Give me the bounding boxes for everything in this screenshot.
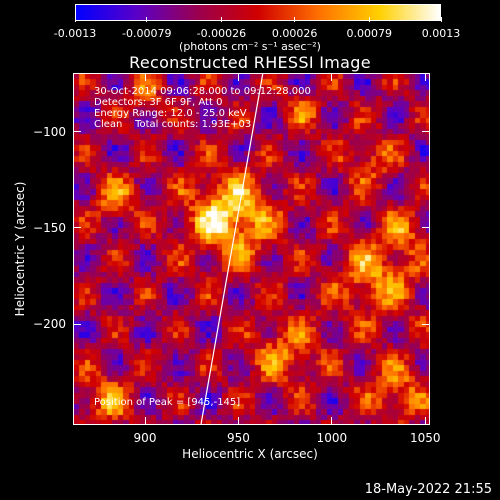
- x-axis-label: Heliocentric X (arcsec): [182, 447, 318, 461]
- colorbar-tick-mark: [368, 17, 370, 22]
- colorbar-tick-mark: [220, 17, 222, 22]
- y-tick-mark: [74, 131, 81, 133]
- y-tick-label: −150: [33, 220, 66, 235]
- y-tick-mark: [74, 323, 81, 325]
- colorbar: [75, 4, 441, 21]
- x-tick-mark: [331, 74, 333, 81]
- x-tick-label: 1000: [316, 431, 348, 445]
- x-tick-mark: [424, 74, 426, 81]
- colorbar-tick-mark: [74, 17, 76, 22]
- x-tick-mark: [237, 74, 239, 81]
- colorbar-tick-label: -0.00026: [196, 27, 247, 40]
- info-line: Clean Total counts: 1.93E+03: [94, 119, 252, 130]
- colorbar-unit-label: (photons cm⁻² s⁻¹ asec⁻²): [179, 40, 321, 53]
- y-tick-label: −100: [33, 124, 66, 139]
- x-tick-mark: [144, 417, 146, 424]
- plot-overlay: [200, 74, 264, 424]
- colorbar-tick-label: 0.0013: [421, 27, 461, 40]
- colorbar-tick-mark: [146, 17, 148, 22]
- y-axis-label: Heliocentric Y (arcsec): [13, 181, 27, 317]
- colorbar-tick-mark: [294, 17, 296, 22]
- plot-area: [73, 73, 430, 425]
- colorbar-tick-label: -0.00079: [122, 27, 172, 40]
- y-tick-mark: [74, 227, 81, 229]
- x-tick-label: 900: [133, 431, 157, 445]
- chart-title: Reconstructed RHESSI Image: [129, 53, 371, 72]
- y-tick-label: −200: [33, 317, 66, 331]
- x-tick-label: 950: [226, 431, 250, 445]
- x-tick-mark: [144, 74, 146, 81]
- colorbar-tick-label: 0.00079: [346, 27, 392, 40]
- x-tick-mark: [331, 417, 333, 424]
- footer-timestamp: 18-May-2022 21:55: [364, 482, 492, 497]
- info-line: 30-Oct-2014 09:06:28.000 to 09:12:28.000: [94, 86, 311, 97]
- colorbar-tick-mark: [440, 17, 442, 22]
- y-tick-mark: [422, 323, 429, 325]
- y-tick-mark: [422, 227, 429, 229]
- y-tick-mark: [422, 131, 429, 133]
- heatmap-image: [74, 74, 429, 424]
- info-line: Detectors: 3F 6F 9F, Att 0: [94, 97, 223, 108]
- solar-limb-line: [200, 74, 264, 424]
- info-line: Energy Range: 12.0 - 25.0 keV: [94, 108, 247, 119]
- x-tick-mark: [424, 417, 426, 424]
- colorbar-tick-label: 0.00026: [271, 27, 318, 40]
- colorbar-tick-label: -0.0013: [53, 27, 97, 40]
- x-tick-label: 1050: [409, 431, 441, 445]
- x-tick-mark: [237, 417, 239, 424]
- peak-position-label: Position of Peak = [945,-145]: [94, 397, 241, 408]
